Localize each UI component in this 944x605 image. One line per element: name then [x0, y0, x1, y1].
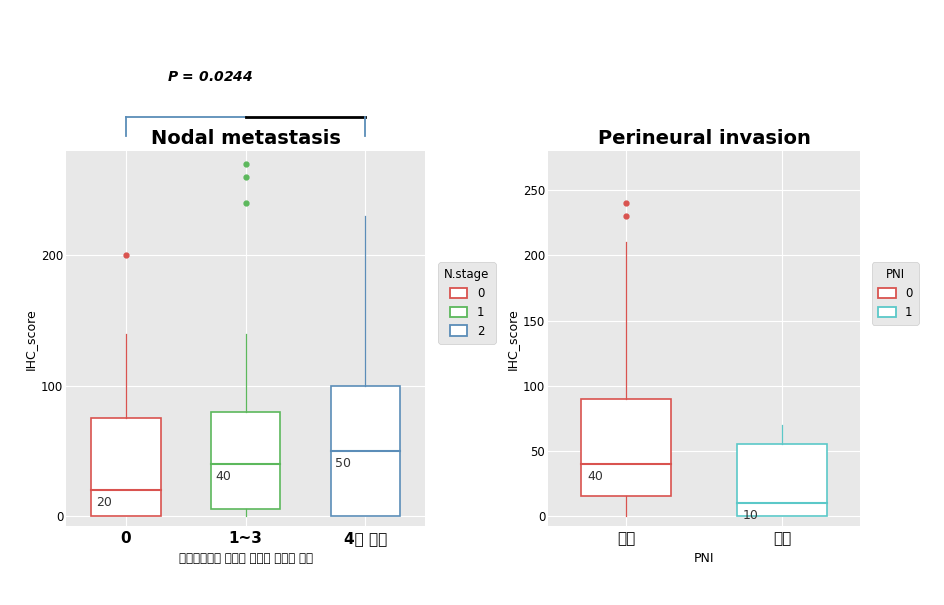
Text: 10: 10 [742, 509, 758, 523]
Text: $\bfit{P}$ = 0.0244: $\bfit{P}$ = 0.0244 [166, 70, 253, 83]
Text: 40: 40 [215, 470, 231, 483]
X-axis label: 대장암세포의 전이가 확인된 림프절 갯수: 대장암세포의 전이가 확인된 림프절 갯수 [178, 552, 312, 564]
Bar [92, 418, 160, 516]
Bar [330, 386, 399, 516]
Legend: 0, 1, 2: 0, 1, 2 [438, 262, 495, 344]
Bar [581, 399, 670, 496]
Title: Nodal metastasis: Nodal metastasis [151, 129, 340, 148]
Legend: 0, 1: 0, 1 [871, 262, 918, 325]
Y-axis label: IHC_score: IHC_score [505, 308, 518, 370]
Text: 40: 40 [586, 470, 602, 483]
Title: Perineural invasion: Perineural invasion [597, 129, 810, 148]
Bar [211, 412, 280, 509]
Y-axis label: IHC_score: IHC_score [24, 308, 37, 370]
Text: 50: 50 [335, 457, 351, 470]
Text: 20: 20 [96, 496, 111, 509]
Bar [736, 444, 826, 516]
X-axis label: PNI: PNI [693, 552, 714, 564]
